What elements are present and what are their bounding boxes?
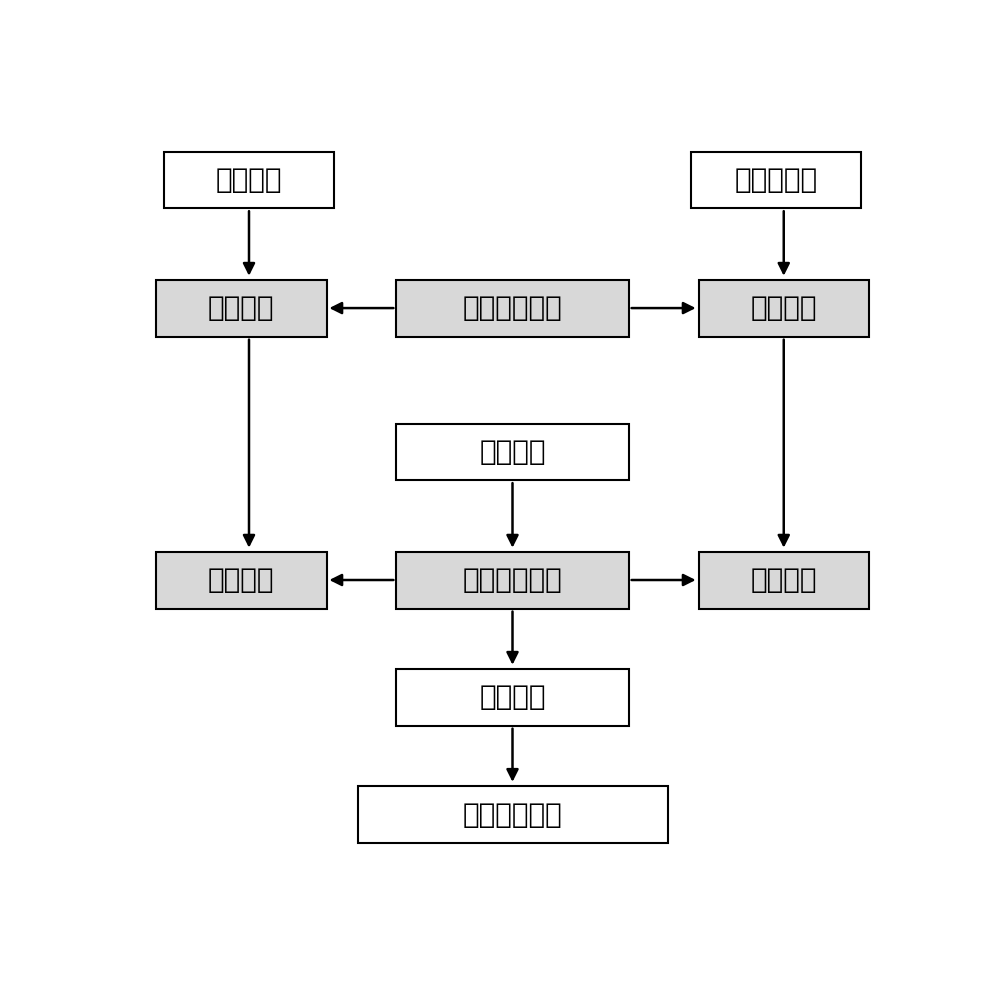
FancyBboxPatch shape [396,424,629,481]
FancyBboxPatch shape [164,152,334,208]
FancyBboxPatch shape [691,152,861,208]
FancyBboxPatch shape [156,552,326,608]
Text: 特征集合: 特征集合 [208,566,274,594]
Text: 变换参数求解: 变换参数求解 [463,800,562,829]
Text: 选择匹配基元: 选择匹配基元 [463,294,562,323]
Text: 特征集合: 特征集合 [750,566,817,594]
Text: 搜索策略: 搜索策略 [479,438,546,466]
FancyBboxPatch shape [358,786,668,843]
FancyBboxPatch shape [396,281,629,336]
Text: 特征提取: 特征提取 [208,294,274,323]
FancyBboxPatch shape [396,552,629,608]
FancyBboxPatch shape [156,281,326,336]
Text: 待配准图像: 待配准图像 [734,166,818,194]
Text: 基准图像: 基准图像 [216,166,282,194]
Text: 特征提取: 特征提取 [750,294,817,323]
FancyBboxPatch shape [698,552,869,608]
FancyBboxPatch shape [698,281,869,336]
Text: 选择匹配基元: 选择匹配基元 [463,566,562,594]
FancyBboxPatch shape [396,669,629,726]
Text: 匹配结果: 匹配结果 [479,684,546,711]
